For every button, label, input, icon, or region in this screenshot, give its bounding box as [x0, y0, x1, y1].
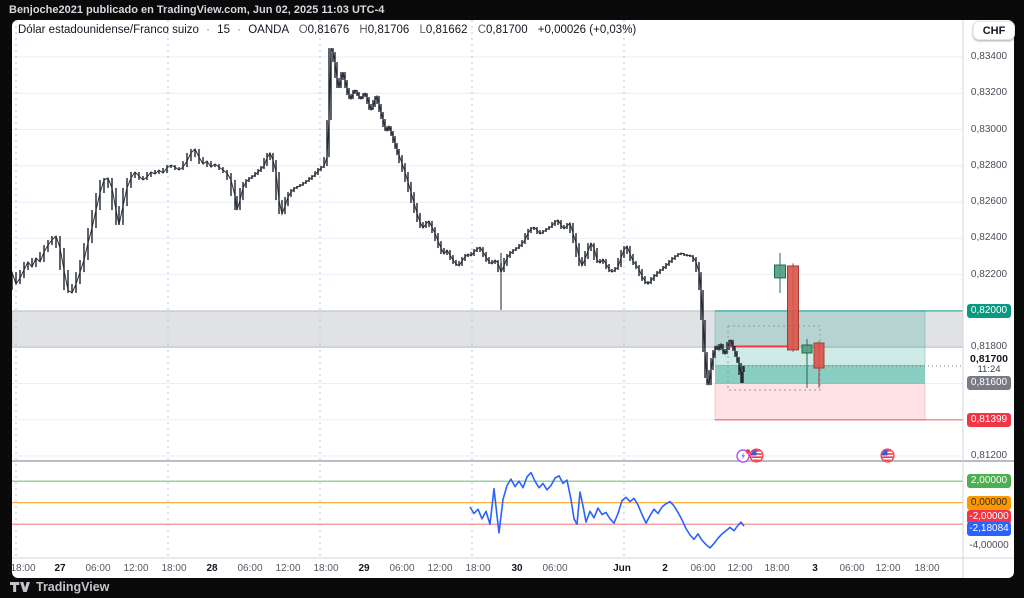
time-axis-label: 2 — [662, 563, 668, 574]
indicator-axis-badge: 0,00000 — [967, 495, 1011, 510]
indicator-axis-badge: 2,00000 — [967, 474, 1011, 489]
price-axis-label: 0,83400 — [970, 50, 1008, 62]
time-axis-label: 12:00 — [875, 563, 901, 574]
gridlines — [12, 56, 963, 457]
gray-band[interactable] — [12, 310, 963, 348]
time-axis-label: 3 — [812, 563, 818, 574]
us-flag-event-icon[interactable] — [749, 448, 764, 463]
currency-toggle-button[interactable]: CHF — [973, 21, 1015, 40]
interval-label: 15 — [217, 24, 230, 36]
time-axis-label: 18:00 — [10, 563, 36, 574]
time-axis-label: 18:00 — [161, 563, 187, 574]
current-price-value: 0,81700 — [970, 353, 1008, 366]
plot-area[interactable] — [0, 20, 963, 557]
time-axis-label: 12:00 — [427, 563, 453, 574]
price-axis-label: 0,83200 — [970, 87, 1008, 99]
pattern-candle-body — [774, 264, 786, 279]
time-axis-label: 06:00 — [542, 563, 568, 574]
separator-dot: · — [237, 24, 242, 36]
price-axis-label: 0,82800 — [970, 159, 1008, 171]
time-axis-label: 06:00 — [85, 563, 111, 574]
change-value: +0,00026 (+0,03%) — [537, 24, 637, 36]
time-axis-label: 12:00 — [727, 563, 753, 574]
price-axis-label: 0,82400 — [970, 232, 1008, 244]
price-axis-label: 0,83000 — [970, 123, 1008, 135]
indicator-axis-badge: -2,18084 — [967, 522, 1011, 537]
price-axis-badge: 0,81399 — [967, 412, 1011, 427]
tradingview-logo[interactable]: TradingView — [10, 580, 109, 594]
attribution-text: Benjoche2021 publicado en TradingView.co… — [9, 4, 385, 16]
low-label: L — [419, 24, 426, 36]
tradingview-logo-text: TradingView — [36, 580, 110, 594]
pattern-selection-rect[interactable] — [727, 325, 821, 391]
price-axis-label: 0,81200 — [970, 450, 1008, 461]
exchange-label: OANDA — [248, 24, 289, 36]
oscillator-line — [469, 471, 745, 549]
high-label: H — [359, 24, 368, 36]
bar-pattern-candles[interactable] — [774, 253, 825, 388]
economic-event-icon[interactable] — [736, 448, 751, 463]
pink-zone[interactable] — [714, 383, 926, 421]
time-axis-label: 18:00 — [764, 563, 790, 574]
indicator-axis-badge: -2,00000 — [967, 510, 1011, 525]
indicator-axis-label: -4,00000 — [969, 539, 1009, 551]
time-axis-label: 12:00 — [275, 563, 301, 574]
time-axis-label: 12:00 — [123, 563, 149, 574]
time-axis-label: 06:00 — [690, 563, 716, 574]
current-price-label: 0,81700 11:24 — [966, 354, 1012, 375]
time-axis-label: 27 — [54, 563, 66, 574]
symbol-info-row: Dólar estadounidense/Franco suizo · 15 ·… — [18, 24, 636, 36]
price-axis-badge: 0,81600 — [967, 376, 1011, 391]
candlestick-series — [12, 47, 745, 386]
time-axis-label: 28 — [206, 563, 218, 574]
time-axis-label: 18:00 — [313, 563, 339, 574]
symbol-title: Dólar estadounidense/Franco suizo — [18, 24, 199, 36]
chart-panel — [12, 20, 1014, 578]
attribution-bar: Benjoche2021 publicado en TradingView.co… — [0, 0, 1024, 20]
us-flag-event-icon[interactable] — [880, 448, 895, 463]
time-axis-label: 06:00 — [839, 563, 865, 574]
price-level-lines[interactable] — [715, 310, 963, 421]
drawing-zones[interactable] — [12, 310, 963, 421]
time-axis-label: 29 — [358, 563, 370, 574]
time-axis-label: 06:00 — [389, 563, 415, 574]
pattern-candle-body — [801, 344, 813, 354]
time-axis-label: 06:00 — [237, 563, 263, 574]
time-axis-label: Jun — [613, 563, 631, 574]
separator-dot: · — [206, 24, 210, 36]
indicator-level-lines — [12, 480, 963, 525]
time-axis-label: 18:00 — [914, 563, 940, 574]
price-axis-badge: 0,82000 — [967, 303, 1011, 318]
bar-countdown: 11:24 — [977, 364, 1001, 376]
pattern-candle-body — [787, 265, 799, 351]
price-axis-label: 0,82600 — [970, 196, 1008, 208]
tradingview-logo-icon — [10, 582, 30, 592]
open-label: O — [298, 24, 308, 36]
price-axis-label: 0,82200 — [970, 268, 1008, 280]
price-axis-label: 0,81800 — [970, 341, 1008, 353]
close-value: 0,81700 — [486, 24, 528, 36]
low-value: 0,81662 — [425, 24, 468, 36]
time-axis-label: 18:00 — [465, 563, 491, 574]
close-label: C — [477, 24, 487, 36]
time-axis-label: 30 — [511, 563, 523, 574]
footer-bar — [0, 578, 1024, 598]
high-value: 0,81706 — [367, 24, 410, 36]
open-value: 0,81676 — [307, 24, 350, 36]
pattern-candle-body — [813, 342, 825, 369]
